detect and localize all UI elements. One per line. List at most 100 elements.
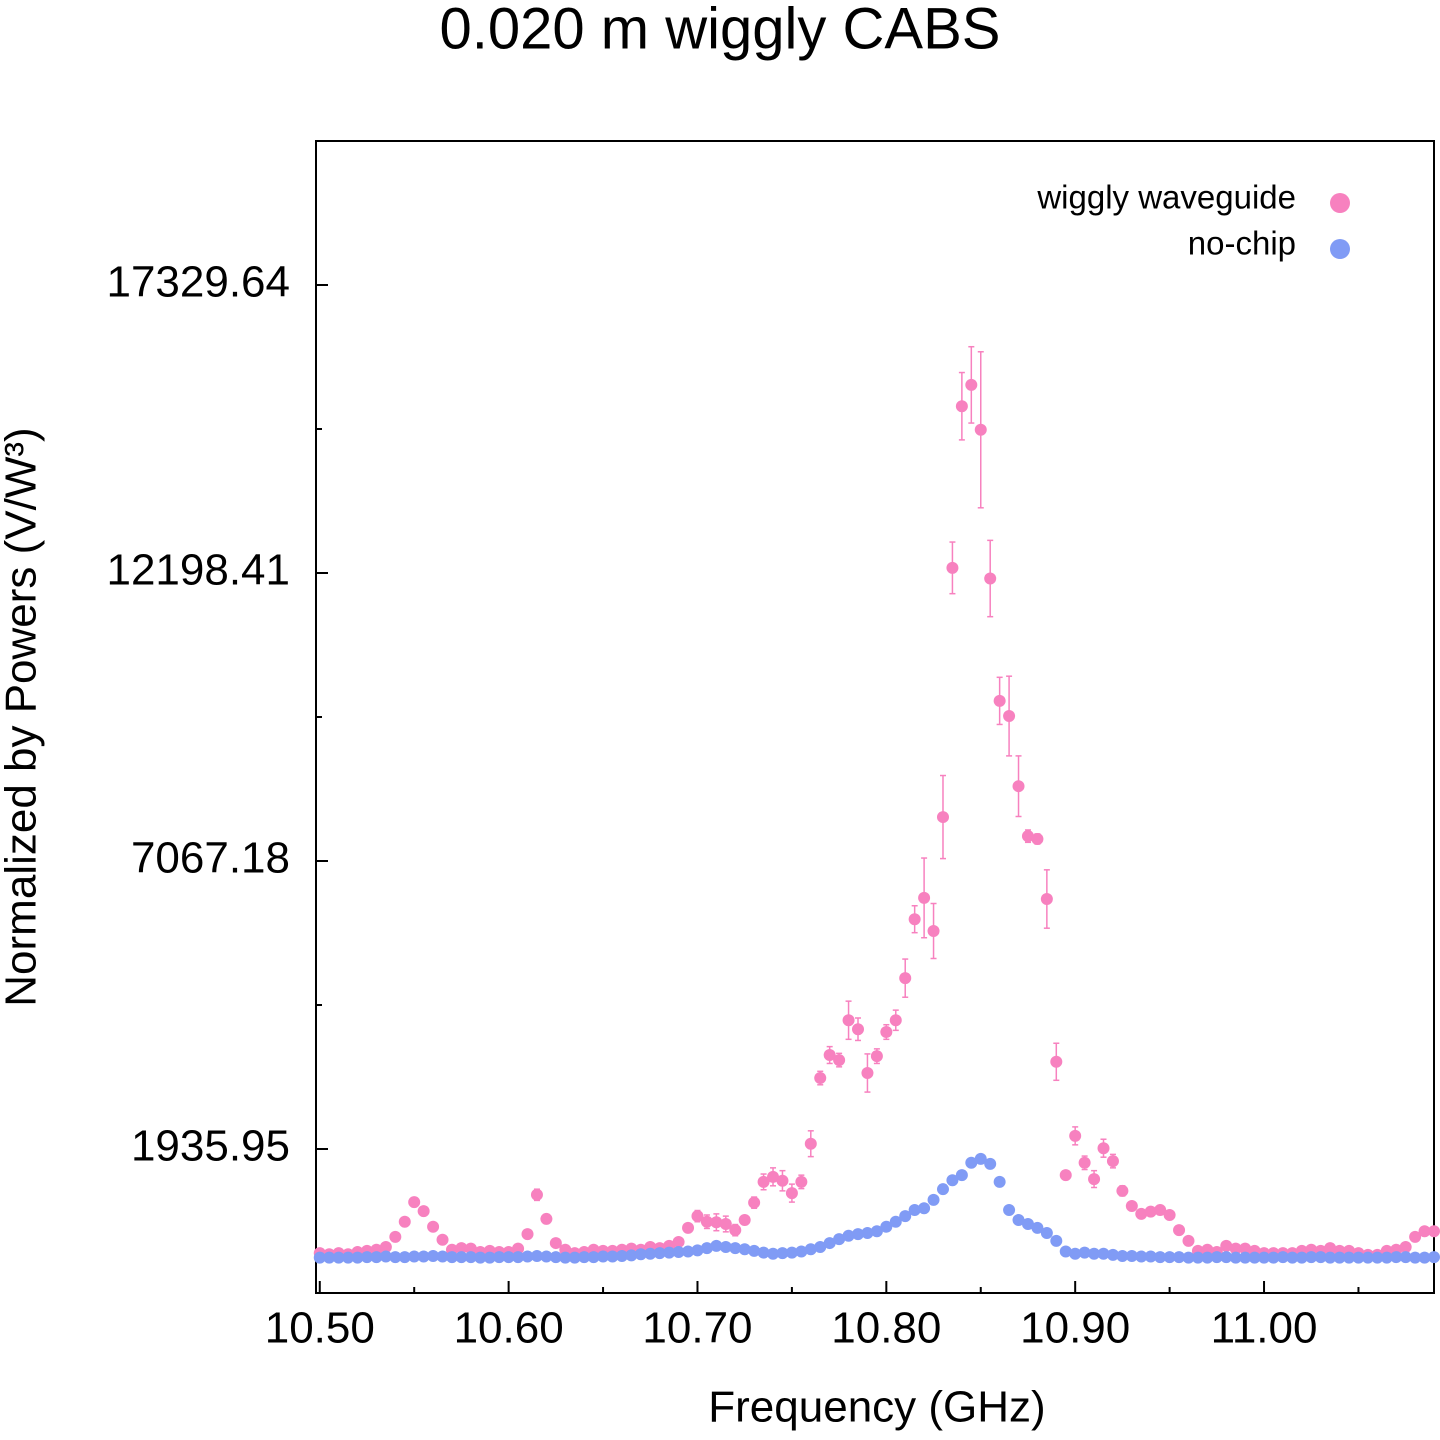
point xyxy=(927,1193,940,1206)
point xyxy=(974,1152,987,1165)
point xyxy=(946,561,959,574)
point xyxy=(464,1251,477,1264)
point xyxy=(823,1237,836,1250)
point xyxy=(710,1239,723,1252)
y-tick-label: 1935.95 xyxy=(131,1122,290,1171)
point xyxy=(474,1251,487,1264)
point xyxy=(729,1224,742,1237)
point xyxy=(1248,1251,1261,1264)
point xyxy=(1409,1230,1422,1243)
point xyxy=(870,1225,883,1238)
point xyxy=(455,1251,468,1264)
point xyxy=(568,1251,581,1264)
point xyxy=(719,1217,732,1230)
point xyxy=(682,1245,695,1258)
point xyxy=(785,1246,798,1259)
point xyxy=(1399,1240,1412,1253)
point xyxy=(408,1250,421,1263)
point xyxy=(748,1244,761,1257)
point xyxy=(946,1174,959,1187)
point xyxy=(436,1250,449,1263)
point xyxy=(549,1251,562,1264)
point xyxy=(814,1240,827,1253)
point xyxy=(1220,1239,1233,1252)
point xyxy=(918,891,931,904)
point xyxy=(597,1250,610,1263)
point xyxy=(549,1237,562,1250)
y-tick-label: 7067.18 xyxy=(131,834,290,883)
x-axis-label: Frequency (GHz) xyxy=(708,1383,1045,1432)
point xyxy=(1078,1156,1091,1169)
point xyxy=(1239,1242,1252,1255)
point xyxy=(398,1215,411,1228)
point xyxy=(1097,1142,1110,1155)
point xyxy=(427,1220,440,1233)
point xyxy=(653,1247,666,1260)
point xyxy=(559,1251,572,1264)
point xyxy=(1239,1251,1252,1264)
y-axis-label: Normalized by Powers (V/W³) xyxy=(0,427,46,1006)
point xyxy=(1135,1250,1148,1263)
point xyxy=(1399,1251,1412,1264)
point xyxy=(833,1054,846,1067)
point xyxy=(1069,1247,1082,1260)
x-tick-label: 11.00 xyxy=(1211,1304,1318,1353)
point xyxy=(757,1246,770,1259)
point xyxy=(417,1250,430,1263)
point xyxy=(512,1242,525,1255)
x-tick-label: 10.70 xyxy=(642,1304,752,1353)
point xyxy=(323,1251,336,1264)
point xyxy=(1003,1203,1016,1216)
point xyxy=(1173,1224,1186,1237)
point xyxy=(1154,1203,1167,1216)
point xyxy=(512,1251,525,1264)
legend-marker xyxy=(1330,239,1350,259)
point xyxy=(748,1196,761,1209)
point xyxy=(861,1067,874,1080)
point xyxy=(464,1242,477,1255)
point xyxy=(700,1242,713,1255)
point xyxy=(842,1014,855,1027)
point xyxy=(1428,1225,1440,1238)
point xyxy=(1182,1234,1195,1247)
point xyxy=(738,1214,751,1227)
point xyxy=(389,1251,402,1264)
point xyxy=(1050,1234,1063,1247)
point xyxy=(785,1187,798,1200)
point xyxy=(634,1248,647,1261)
point xyxy=(776,1174,789,1187)
point xyxy=(1097,1247,1110,1260)
point xyxy=(427,1249,440,1262)
point xyxy=(1116,1249,1129,1262)
chart-title: 0.020 m wiggly CABS xyxy=(440,0,1001,61)
point xyxy=(1409,1251,1422,1264)
point xyxy=(1012,780,1025,793)
y-tick-label: 17329.64 xyxy=(106,258,290,307)
legend-marker xyxy=(1330,193,1350,213)
point xyxy=(408,1196,421,1209)
point xyxy=(663,1246,676,1259)
point xyxy=(993,694,1006,707)
point xyxy=(1088,1247,1101,1260)
point xyxy=(729,1242,742,1255)
point xyxy=(1021,1217,1034,1230)
point xyxy=(1135,1207,1148,1220)
point xyxy=(795,1175,808,1188)
point xyxy=(644,1247,657,1260)
point xyxy=(521,1250,534,1263)
point xyxy=(455,1242,468,1255)
point xyxy=(1418,1225,1431,1238)
point xyxy=(842,1229,855,1242)
point xyxy=(1163,1209,1176,1222)
point xyxy=(1050,1055,1063,1068)
point xyxy=(1343,1251,1356,1264)
point xyxy=(1106,1248,1119,1261)
point xyxy=(1173,1251,1186,1264)
point xyxy=(936,1183,949,1196)
point xyxy=(530,1249,543,1262)
point xyxy=(823,1049,836,1062)
point xyxy=(1324,1242,1337,1255)
point xyxy=(880,1220,893,1233)
point xyxy=(984,572,997,585)
point xyxy=(767,1247,780,1260)
